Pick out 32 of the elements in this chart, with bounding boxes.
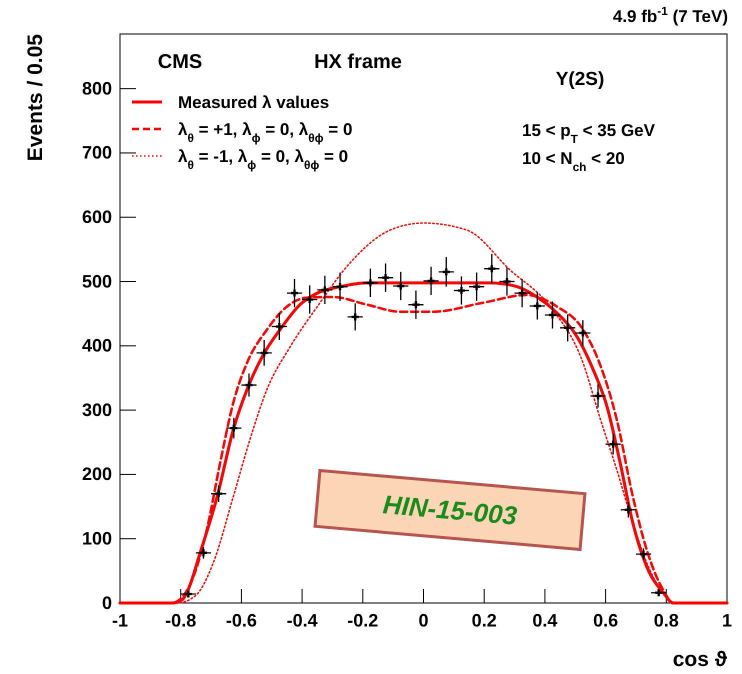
x-axis-title: cos ϑ [672, 648, 728, 671]
y-tick-label: 200 [82, 464, 112, 484]
annotation: Υ(2S) [556, 69, 604, 90]
annotation: 15 < p$_{T}$ < 35 GeV [522, 121, 656, 146]
x-tick-label: 0 [418, 610, 429, 631]
y-tick-label: 100 [82, 528, 112, 548]
legend-label: λ$_{θ}$ = -1, λ$_{ϕ}$ = 0, λ$_{θϕ}$ = 0 [178, 147, 348, 172]
y-tick-label: 300 [82, 400, 112, 420]
y-tick-label: 0 [102, 592, 112, 613]
x-tick-label: 0.2 [472, 610, 497, 631]
chart-title: 4.9 fb$^{-1}$ (7 TeV) [612, 4, 728, 26]
x-tick-label: -1 [112, 610, 128, 631]
y-tick-label: 400 [82, 336, 112, 356]
y-axis-title: Events / 0.05 [24, 34, 47, 162]
x-tick-label: -0.4 [286, 610, 318, 631]
y-tick-label: 800 [82, 78, 112, 98]
x-tick-label: -0.6 [226, 610, 257, 631]
x-tick-label: 0.6 [593, 610, 618, 631]
x-tick-label: -0.2 [347, 610, 378, 631]
legend-label: λ$_{θ}$ = +1, λ$_{ϕ}$ = 0, λ$_{θϕ}$ = 0 [178, 120, 352, 145]
annotation: HIN-15-003 [382, 489, 519, 531]
legend-label: Measured λ values [178, 93, 330, 112]
x-tick-label: 0.8 [654, 610, 679, 631]
y-tick-label: 600 [82, 206, 112, 227]
y-tick-label: 500 [82, 271, 112, 292]
annotation: HX frame [314, 51, 402, 73]
annotation: 10 < N$_{ch}$ < 20 [522, 149, 625, 174]
y-tick-label: 700 [82, 142, 112, 163]
x-tick-label: 0.4 [532, 610, 558, 631]
x-tick-label: -0.8 [165, 610, 196, 631]
x-tick-label: 1 [722, 610, 732, 631]
annotation: CMS [158, 51, 202, 73]
